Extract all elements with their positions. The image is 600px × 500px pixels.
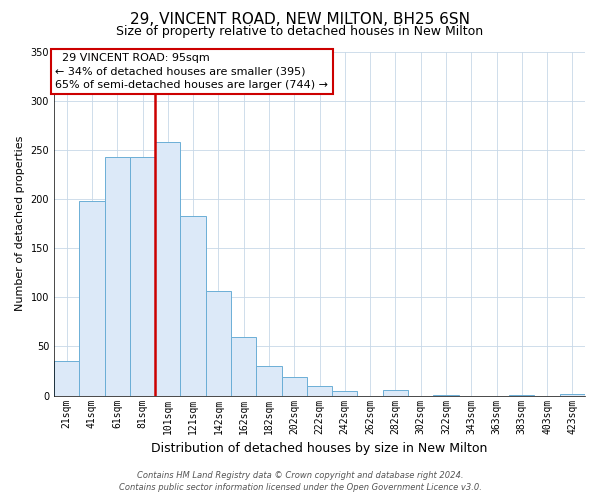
Bar (130, 156, 155, 396)
X-axis label: Distribution of detached houses by size in New Milton: Distribution of detached houses by size … (151, 442, 488, 455)
Bar (509, 394, 535, 396)
Y-axis label: Number of detached properties: Number of detached properties (15, 136, 25, 312)
Bar (383, 390, 408, 396)
Bar (332, 390, 358, 396)
Bar (155, 142, 181, 396)
Bar (560, 394, 585, 396)
Bar (231, 336, 256, 396)
Bar (256, 366, 281, 396)
Text: Size of property relative to detached houses in New Milton: Size of property relative to detached ho… (116, 25, 484, 38)
Bar (307, 386, 332, 396)
Bar (181, 216, 206, 396)
Bar (206, 292, 231, 396)
Text: Contains HM Land Registry data © Crown copyright and database right 2024.
Contai: Contains HM Land Registry data © Crown c… (119, 471, 481, 492)
Bar (104, 156, 130, 396)
Bar (54, 361, 79, 396)
Bar (433, 394, 458, 396)
Text: 29 VINCENT ROAD: 95sqm
← 34% of detached houses are smaller (395)
65% of semi-de: 29 VINCENT ROAD: 95sqm ← 34% of detached… (55, 54, 328, 90)
Bar (79, 201, 104, 396)
Bar (281, 377, 307, 396)
Text: 29, VINCENT ROAD, NEW MILTON, BH25 6SN: 29, VINCENT ROAD, NEW MILTON, BH25 6SN (130, 12, 470, 28)
